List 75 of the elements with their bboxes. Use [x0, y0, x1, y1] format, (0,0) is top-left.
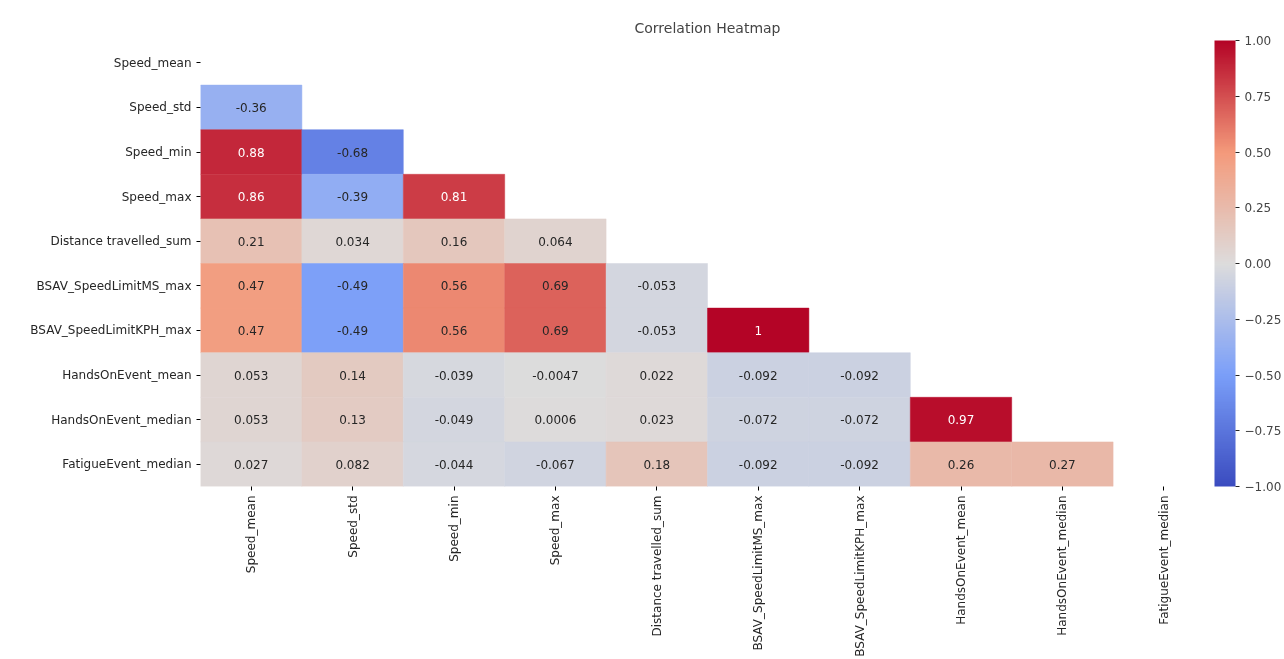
data-label: -0.092	[840, 457, 879, 472]
data-label: -0.39	[337, 190, 369, 205]
color-bar-label: −1.00	[1244, 480, 1282, 494]
x-tick-label: BSAV_SpeedLimitMS_max	[751, 495, 766, 651]
x-tick-label: HandsOnEvent_mean	[954, 495, 968, 625]
data-label: -0.072	[840, 413, 879, 428]
data-label: -0.092	[738, 457, 778, 472]
data-label: 0.97	[947, 413, 975, 428]
data-label: 0.13	[339, 413, 366, 428]
data-label: -0.067	[536, 457, 575, 472]
data-label: 0.26	[947, 457, 975, 472]
data-label: 0.47	[237, 323, 265, 338]
data-label: 0.69	[542, 323, 569, 338]
data-label: -0.49	[337, 323, 369, 338]
data-label: -0.092	[738, 368, 778, 383]
y-tick-label: Speed_min	[125, 145, 192, 159]
data-label: 0.88	[237, 145, 265, 160]
color-bar-label: −0.50	[1244, 368, 1282, 383]
y-tick-label: Distance travelled_sum	[50, 234, 192, 249]
y-tick-label: Speed_std	[129, 100, 192, 115]
data-label: 0.18	[643, 457, 671, 472]
x-tick-label: Distance travelled_sum	[649, 495, 664, 637]
color-bar-label: 0.25	[1244, 201, 1272, 216]
y-tick-label: BSAV_SpeedLimitKPH_max	[30, 323, 192, 338]
chart-title: Correlation Heatmap	[634, 19, 781, 36]
data-label: 0.86	[237, 190, 265, 205]
color-bar-label: −0.75	[1244, 424, 1282, 439]
y-tick-label: HandsOnEvent_mean	[62, 368, 192, 382]
x-tick-label: Speed_min	[447, 495, 461, 562]
data-label: 0.27	[1049, 457, 1076, 472]
x-tick-label: BSAV_SpeedLimitKPH_max	[852, 495, 867, 657]
color-bar-label: 1.00	[1244, 34, 1272, 48]
data-label: -0.0047	[532, 368, 579, 383]
x-tick-label: HandsOnEvent_median	[1055, 495, 1070, 636]
data-label: 0.56	[440, 323, 468, 338]
data-label: -0.36	[235, 100, 267, 115]
data-label: -0.49	[337, 279, 369, 294]
y-tick-label: BSAV_SpeedLimitMS_max	[36, 278, 192, 293]
x-tick-label: Speed_max	[548, 495, 563, 566]
data-label: -0.053	[637, 279, 677, 294]
data-label: 0.023	[639, 413, 674, 428]
x-tick-label: Speed_std	[345, 495, 360, 558]
y-tick-label: Speed_max	[121, 189, 192, 204]
data-label: 0.053	[234, 368, 269, 383]
data-label: 0.022	[639, 368, 674, 383]
data-label: -0.039	[434, 368, 474, 383]
y-tick-label: HandsOnEvent_median	[51, 412, 192, 427]
data-label: 0.16	[440, 234, 468, 249]
data-label: 0.81	[440, 190, 468, 205]
data-label: -0.092	[840, 368, 879, 383]
data-label: 0.082	[335, 457, 370, 472]
color-bar-label: 0.50	[1244, 145, 1272, 160]
data-label: 0.034	[335, 234, 370, 249]
data-label: 0.027	[234, 457, 269, 472]
data-label: -0.053	[637, 323, 677, 338]
data-label: 0.69	[542, 279, 569, 294]
data-label: 1	[754, 323, 763, 338]
y-tick-label: FatigueEvent_median	[62, 457, 192, 472]
x-tick-label: FatigueEvent_median	[1156, 495, 1171, 625]
color-bar-label: −0.25	[1244, 312, 1282, 327]
data-label: 0.21	[237, 234, 265, 249]
color-bar-label: 0.75	[1244, 89, 1272, 104]
data-label: -0.044	[434, 457, 474, 472]
data-label: 0.14	[339, 368, 366, 383]
y-tick-label: Speed_mean	[113, 55, 192, 70]
data-label: -0.68	[337, 145, 369, 160]
data-label: 0.064	[538, 234, 573, 249]
x-tick-label: Speed_mean	[244, 495, 259, 574]
data-label: 0.053	[234, 413, 269, 428]
data-label: 0.47	[237, 279, 265, 294]
data-label: 0.0006	[534, 413, 577, 428]
color-bar-label: 0.00	[1244, 257, 1272, 271]
data-label: -0.072	[738, 413, 778, 428]
data-label: -0.049	[434, 413, 474, 428]
data-label: 0.56	[440, 279, 468, 294]
